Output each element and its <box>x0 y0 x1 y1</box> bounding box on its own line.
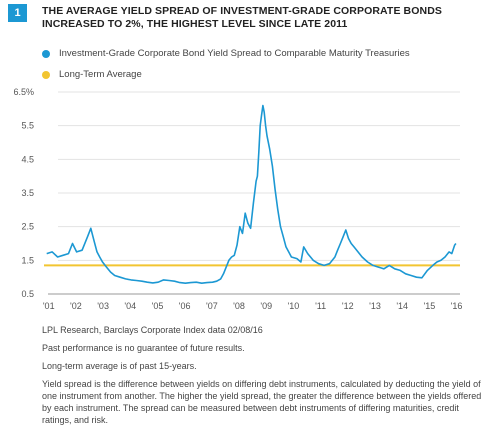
x-tick-label: '05 <box>152 301 164 311</box>
x-tick-label: '01 <box>43 301 55 311</box>
series-line-yield-spread <box>46 104 457 285</box>
legend-label-spread: Investment-Grade Corporate Bond Yield Sp… <box>59 48 410 59</box>
x-tick-label: '11 <box>315 301 326 311</box>
x-tick-label: '08 <box>233 301 245 311</box>
source-note: LPL Research, Barclays Corporate Index d… <box>42 325 263 335</box>
legend-marker-average <box>42 70 50 79</box>
average-note: Long-term average is of past 15-years. <box>42 361 197 371</box>
y-tick-label: 2.5 <box>21 222 34 232</box>
y-tick-label: 3.5 <box>21 188 34 198</box>
line-chart: 0.5 1.5 2.5 3.5 4.5 5.5 6.5% '01 '02 '03 '04 '05 '06… <box>13 87 463 311</box>
x-tick-label: '14 <box>396 301 408 311</box>
x-tick-label: '13 <box>369 301 381 311</box>
figure-number: 1 <box>14 7 21 19</box>
chart-notes: LPL Research, Barclays Corporate Index d… <box>42 324 488 432</box>
x-tick-label: '07 <box>206 301 218 311</box>
y-tick-label: 6.5% <box>13 87 34 97</box>
legend-item-spread: Investment-Grade Corporate Bond Yield Sp… <box>42 46 410 61</box>
legend-label-average: Long-Term Average <box>59 69 142 80</box>
x-tick-label: '16 <box>451 301 463 311</box>
y-tick-label: 5.5 <box>21 121 34 131</box>
y-tick-label: 0.5 <box>21 289 34 299</box>
chart-legend: Investment-Grade Corporate Bond Yield Sp… <box>42 46 410 88</box>
y-tick-label: 1.5 <box>21 255 34 265</box>
x-tick-label: '12 <box>342 301 354 311</box>
x-tick-label: '02 <box>70 301 82 311</box>
legend-item-average: Long-Term Average <box>42 67 410 82</box>
legend-marker-spread <box>42 49 50 58</box>
x-tick-label: '03 <box>97 301 109 311</box>
x-tick-label: '15 <box>424 301 436 311</box>
x-tick-label: '06 <box>179 301 191 311</box>
x-tick-label: '09 <box>260 301 272 311</box>
definition-note: Yield spread is the difference between y… <box>42 379 482 425</box>
figure-number-badge: 1 <box>8 4 27 22</box>
x-tick-label: '04 <box>124 301 136 311</box>
y-tick-label: 4.5 <box>21 154 34 164</box>
disclaimer-note: Past performance is no guarantee of futu… <box>42 343 245 353</box>
x-tick-label: '10 <box>288 301 300 311</box>
chart-title: THE AVERAGE YIELD SPREAD OF INVESTMENT-G… <box>42 5 442 30</box>
